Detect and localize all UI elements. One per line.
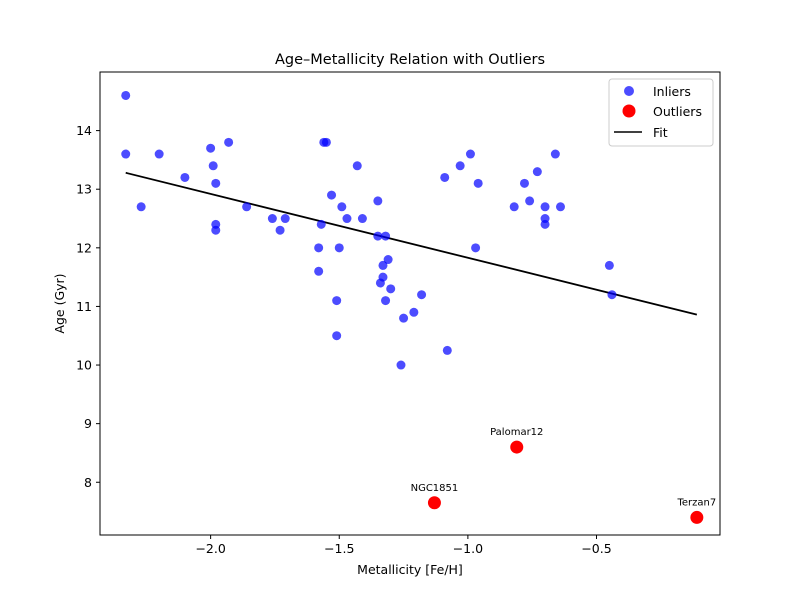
inlier-point <box>465 149 475 159</box>
inlier-point <box>280 214 290 224</box>
legend-outliers-marker <box>622 104 636 118</box>
legend-outliers-label: Outliers <box>653 104 702 119</box>
inlier-point <box>378 272 388 282</box>
inlier-point <box>604 260 614 270</box>
inlier-point <box>383 255 393 265</box>
outlier-label: NGC1851 <box>411 483 459 494</box>
fit-line <box>125 171 698 316</box>
inlier-point <box>509 202 519 212</box>
inlier-point <box>440 172 450 182</box>
inlier-point <box>154 149 164 159</box>
x-tick-label: −1.0 <box>453 541 483 556</box>
inlier-point <box>399 313 409 323</box>
inlier-point <box>332 296 342 306</box>
y-axis-label: Age (Gyr) <box>52 273 67 333</box>
outlier-point <box>510 440 524 454</box>
x-tick-label: −2.0 <box>195 541 225 556</box>
inlier-point <box>211 225 221 235</box>
inlier-point <box>206 143 216 153</box>
inlier-point <box>417 290 427 300</box>
y-tick-label: 11 <box>76 299 92 314</box>
y-tick-label: 14 <box>76 123 92 138</box>
inlier-point <box>357 214 367 224</box>
inlier-point <box>321 137 331 147</box>
inlier-point <box>532 167 542 177</box>
inlier-point <box>607 290 617 300</box>
y-tick-label: 9 <box>84 416 92 431</box>
inlier-point <box>409 307 419 317</box>
legend-box <box>608 78 714 147</box>
plot-frame <box>99 71 721 536</box>
inlier-point <box>314 266 324 276</box>
inlier-point <box>540 219 550 229</box>
inlier-point <box>337 202 347 212</box>
ticks-layer: −2.0 −1.5 −1.0 −0.5 8 9 10 11 12 13 14 <box>76 123 612 556</box>
inlier-point <box>471 243 481 253</box>
inlier-point <box>180 172 190 182</box>
inlier-point <box>121 90 131 100</box>
outlier-label: Palomar12 <box>490 427 543 438</box>
inlier-point <box>275 225 285 235</box>
inlier-point <box>121 149 131 159</box>
plot-layer: NGC1851 Palomar12 Terzan7 <box>121 90 716 524</box>
legend-fit-label: Fit <box>653 125 668 140</box>
inlier-point <box>550 149 560 159</box>
inlier-point <box>352 161 362 171</box>
y-tick-label: 8 <box>84 475 92 490</box>
y-tick-label: 13 <box>76 182 92 197</box>
outlier-label: Terzan7 <box>676 497 716 508</box>
inlier-point <box>316 219 326 229</box>
x-tick-label: −1.5 <box>324 541 354 556</box>
inlier-point <box>211 178 221 188</box>
inlier-point <box>381 296 391 306</box>
legend-inliers-marker <box>624 86 634 96</box>
inlier-point <box>267 214 277 224</box>
outlier-point <box>427 496 441 510</box>
inlier-point <box>373 196 383 206</box>
inlier-point <box>208 161 218 171</box>
inlier-point <box>332 331 342 341</box>
inlier-point <box>519 178 529 188</box>
inlier-point <box>327 190 337 200</box>
x-tick-label: −0.5 <box>581 541 611 556</box>
inlier-point <box>334 243 344 253</box>
inlier-point <box>473 178 483 188</box>
inlier-point <box>136 202 146 212</box>
inlier-point <box>525 196 535 206</box>
legend-inliers-label: Inliers <box>653 84 691 99</box>
y-tick-label: 10 <box>76 358 92 373</box>
inlier-point <box>342 214 352 224</box>
inlier-point <box>373 231 383 241</box>
inlier-point <box>442 345 452 355</box>
inlier-point <box>224 137 234 147</box>
chart-title: Age–Metallicity Relation with Outliers <box>275 52 545 68</box>
inlier-point <box>455 161 465 171</box>
outlier-point <box>690 510 704 524</box>
legend: Inliers Outliers Fit <box>608 78 714 147</box>
inlier-point <box>314 243 324 253</box>
inlier-point <box>378 260 388 270</box>
inlier-point <box>396 360 406 370</box>
y-tick-label: 12 <box>76 240 92 255</box>
x-axis-label: Metallicity [Fe/H] <box>357 562 463 577</box>
inlier-point <box>242 202 252 212</box>
inlier-point <box>555 202 565 212</box>
inlier-point <box>386 284 396 294</box>
inlier-point <box>540 202 550 212</box>
inlier-point <box>381 231 391 241</box>
